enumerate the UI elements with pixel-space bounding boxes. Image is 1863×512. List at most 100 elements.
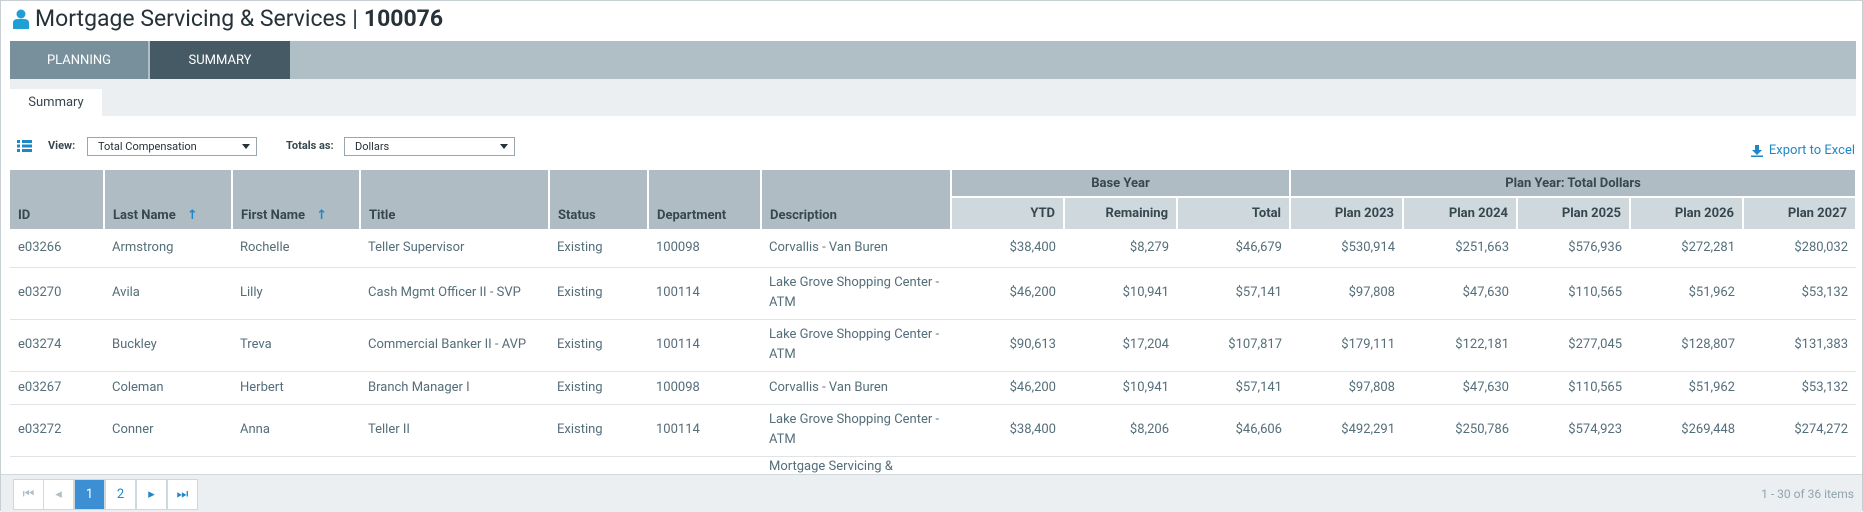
cell: $530,914 xyxy=(1290,229,1403,268)
cell: Teller II xyxy=(360,404,549,457)
cell: $576,936 xyxy=(1517,229,1630,268)
cell: Lake Grove Shopping Center - ATM xyxy=(761,319,951,372)
page-button[interactable]: 1 xyxy=(74,479,105,510)
subtab[interactable]: Summary xyxy=(10,89,102,116)
tab-bar: PLANNING SUMMARY xyxy=(10,41,1856,79)
sort-icon: ↑ xyxy=(313,208,328,223)
column-header[interactable]: YTD xyxy=(951,197,1065,229)
data-row: e03266 Armstrong Rochelle Teller Supervisor… xyxy=(10,229,1856,268)
column-label: Description xyxy=(770,208,837,223)
cell: Lake Grove Shopping Center - ATM xyxy=(761,404,951,457)
cell: Herbert xyxy=(232,371,360,405)
totals-label: Totals as: xyxy=(286,139,334,152)
cell xyxy=(1743,456,1856,474)
page-header: Mortgage Servicing & Services | 100076 xyxy=(13,5,443,32)
cell: Existing xyxy=(549,371,648,405)
data-row: e03274 Buckley Treva Commercial Banker II -… xyxy=(10,319,1856,372)
cell: $46,200 xyxy=(951,267,1064,320)
cell: 100114 xyxy=(648,319,761,372)
cell: $47,630 xyxy=(1403,371,1517,405)
cell: Corvallis - Van Buren xyxy=(761,229,951,268)
cell: $38,400 xyxy=(951,404,1064,457)
cell xyxy=(104,456,232,474)
tab[interactable]: PLANNING xyxy=(10,41,148,79)
subtab-bar: Summary xyxy=(10,79,1856,116)
last-page[interactable]: ⏭ xyxy=(167,479,198,510)
column-label: Title xyxy=(369,208,396,223)
cell xyxy=(1064,456,1177,474)
download-icon xyxy=(1750,144,1763,157)
grid-table: ID Last Name ↑ First Name ↑ Title Status Depa… xyxy=(10,170,1856,474)
column-header[interactable]: Remaining xyxy=(1064,197,1178,229)
cell: $107,817 xyxy=(1177,319,1290,372)
cell: $269,448 xyxy=(1630,404,1743,457)
cell: $97,808 xyxy=(1290,371,1403,405)
cell: Coleman xyxy=(104,371,232,405)
cell xyxy=(1630,456,1743,474)
column-header[interactable]: Plan 2027 xyxy=(1743,197,1856,229)
cell xyxy=(10,456,104,474)
export-button[interactable]: Export to Excel xyxy=(1750,143,1855,158)
column-header[interactable]: Plan 2023 xyxy=(1290,197,1404,229)
list-icon xyxy=(17,140,32,152)
cell: $51,962 xyxy=(1630,371,1743,405)
cell: Anna xyxy=(232,404,360,457)
cell: $57,141 xyxy=(1177,371,1290,405)
column-header[interactable]: Department xyxy=(648,170,762,229)
first-page[interactable]: ⏮ xyxy=(13,479,44,510)
cell: Armstrong xyxy=(104,229,232,268)
cell: $272,281 xyxy=(1630,229,1743,268)
cell: e03267 xyxy=(10,371,104,405)
cell: Lilly xyxy=(232,267,360,320)
column-header[interactable]: Plan 2024 xyxy=(1403,197,1518,229)
cell: Rochelle xyxy=(232,229,360,268)
data-row: e03270 Avila Lilly Cash Mgmt Officer II - S… xyxy=(10,267,1856,320)
prev-page[interactable]: ◂ xyxy=(43,479,74,510)
column-header[interactable]: First Name ↑ xyxy=(232,170,361,229)
cell: Avila xyxy=(104,267,232,320)
cell: 100098 xyxy=(648,229,761,268)
cell: 100114 xyxy=(648,404,761,457)
next-page[interactable]: ▸ xyxy=(136,479,167,510)
column-header[interactable]: Plan 2025 xyxy=(1517,197,1631,229)
column-header[interactable]: Total xyxy=(1177,197,1291,229)
cell: $46,606 xyxy=(1177,404,1290,457)
cell: $47,630 xyxy=(1403,267,1517,320)
column-label: ID xyxy=(18,208,31,223)
cell: $277,045 xyxy=(1517,319,1630,372)
cell: $46,200 xyxy=(951,371,1064,405)
cell: $51,962 xyxy=(1630,267,1743,320)
cell: $8,206 xyxy=(1064,404,1177,457)
cell: $17,204 xyxy=(1064,319,1177,372)
cell: $251,663 xyxy=(1403,229,1517,268)
cell xyxy=(1290,456,1403,474)
cell: $90,613 xyxy=(951,319,1064,372)
cell: $53,132 xyxy=(1743,371,1856,405)
column-header[interactable]: Status xyxy=(549,170,649,229)
column-header[interactable]: ID xyxy=(10,170,105,229)
column-header[interactable]: Last Name ↑ xyxy=(104,170,233,229)
cell: Commercial Banker II - AVP xyxy=(360,319,549,372)
totals-dropdown[interactable]: Dollars xyxy=(344,137,515,156)
column-label: Department xyxy=(657,208,727,223)
column-header[interactable]: Description xyxy=(761,170,952,229)
tab-active[interactable]: SUMMARY xyxy=(150,41,290,79)
cell: $38,400 xyxy=(951,229,1064,268)
group-header: Base Year xyxy=(951,170,1291,198)
view-dropdown[interactable]: Total Compensation xyxy=(87,137,257,156)
cell: Buckley xyxy=(104,319,232,372)
column-label: First Name xyxy=(241,208,306,223)
cell: Existing xyxy=(549,267,648,320)
cell: $110,565 xyxy=(1517,267,1630,320)
cell: Conner xyxy=(104,404,232,457)
page-button[interactable]: 2 xyxy=(105,479,136,510)
cell: $128,807 xyxy=(1630,319,1743,372)
column-header[interactable]: Title xyxy=(360,170,550,229)
title: Mortgage Servicing & Services | xyxy=(35,5,358,32)
column-header[interactable]: Plan 2026 xyxy=(1630,197,1744,229)
cell: $274,272 xyxy=(1743,404,1856,457)
cell: Existing xyxy=(549,404,648,457)
cell: $10,941 xyxy=(1064,371,1177,405)
cell: Lake Grove Shopping Center - ATM xyxy=(761,267,951,320)
